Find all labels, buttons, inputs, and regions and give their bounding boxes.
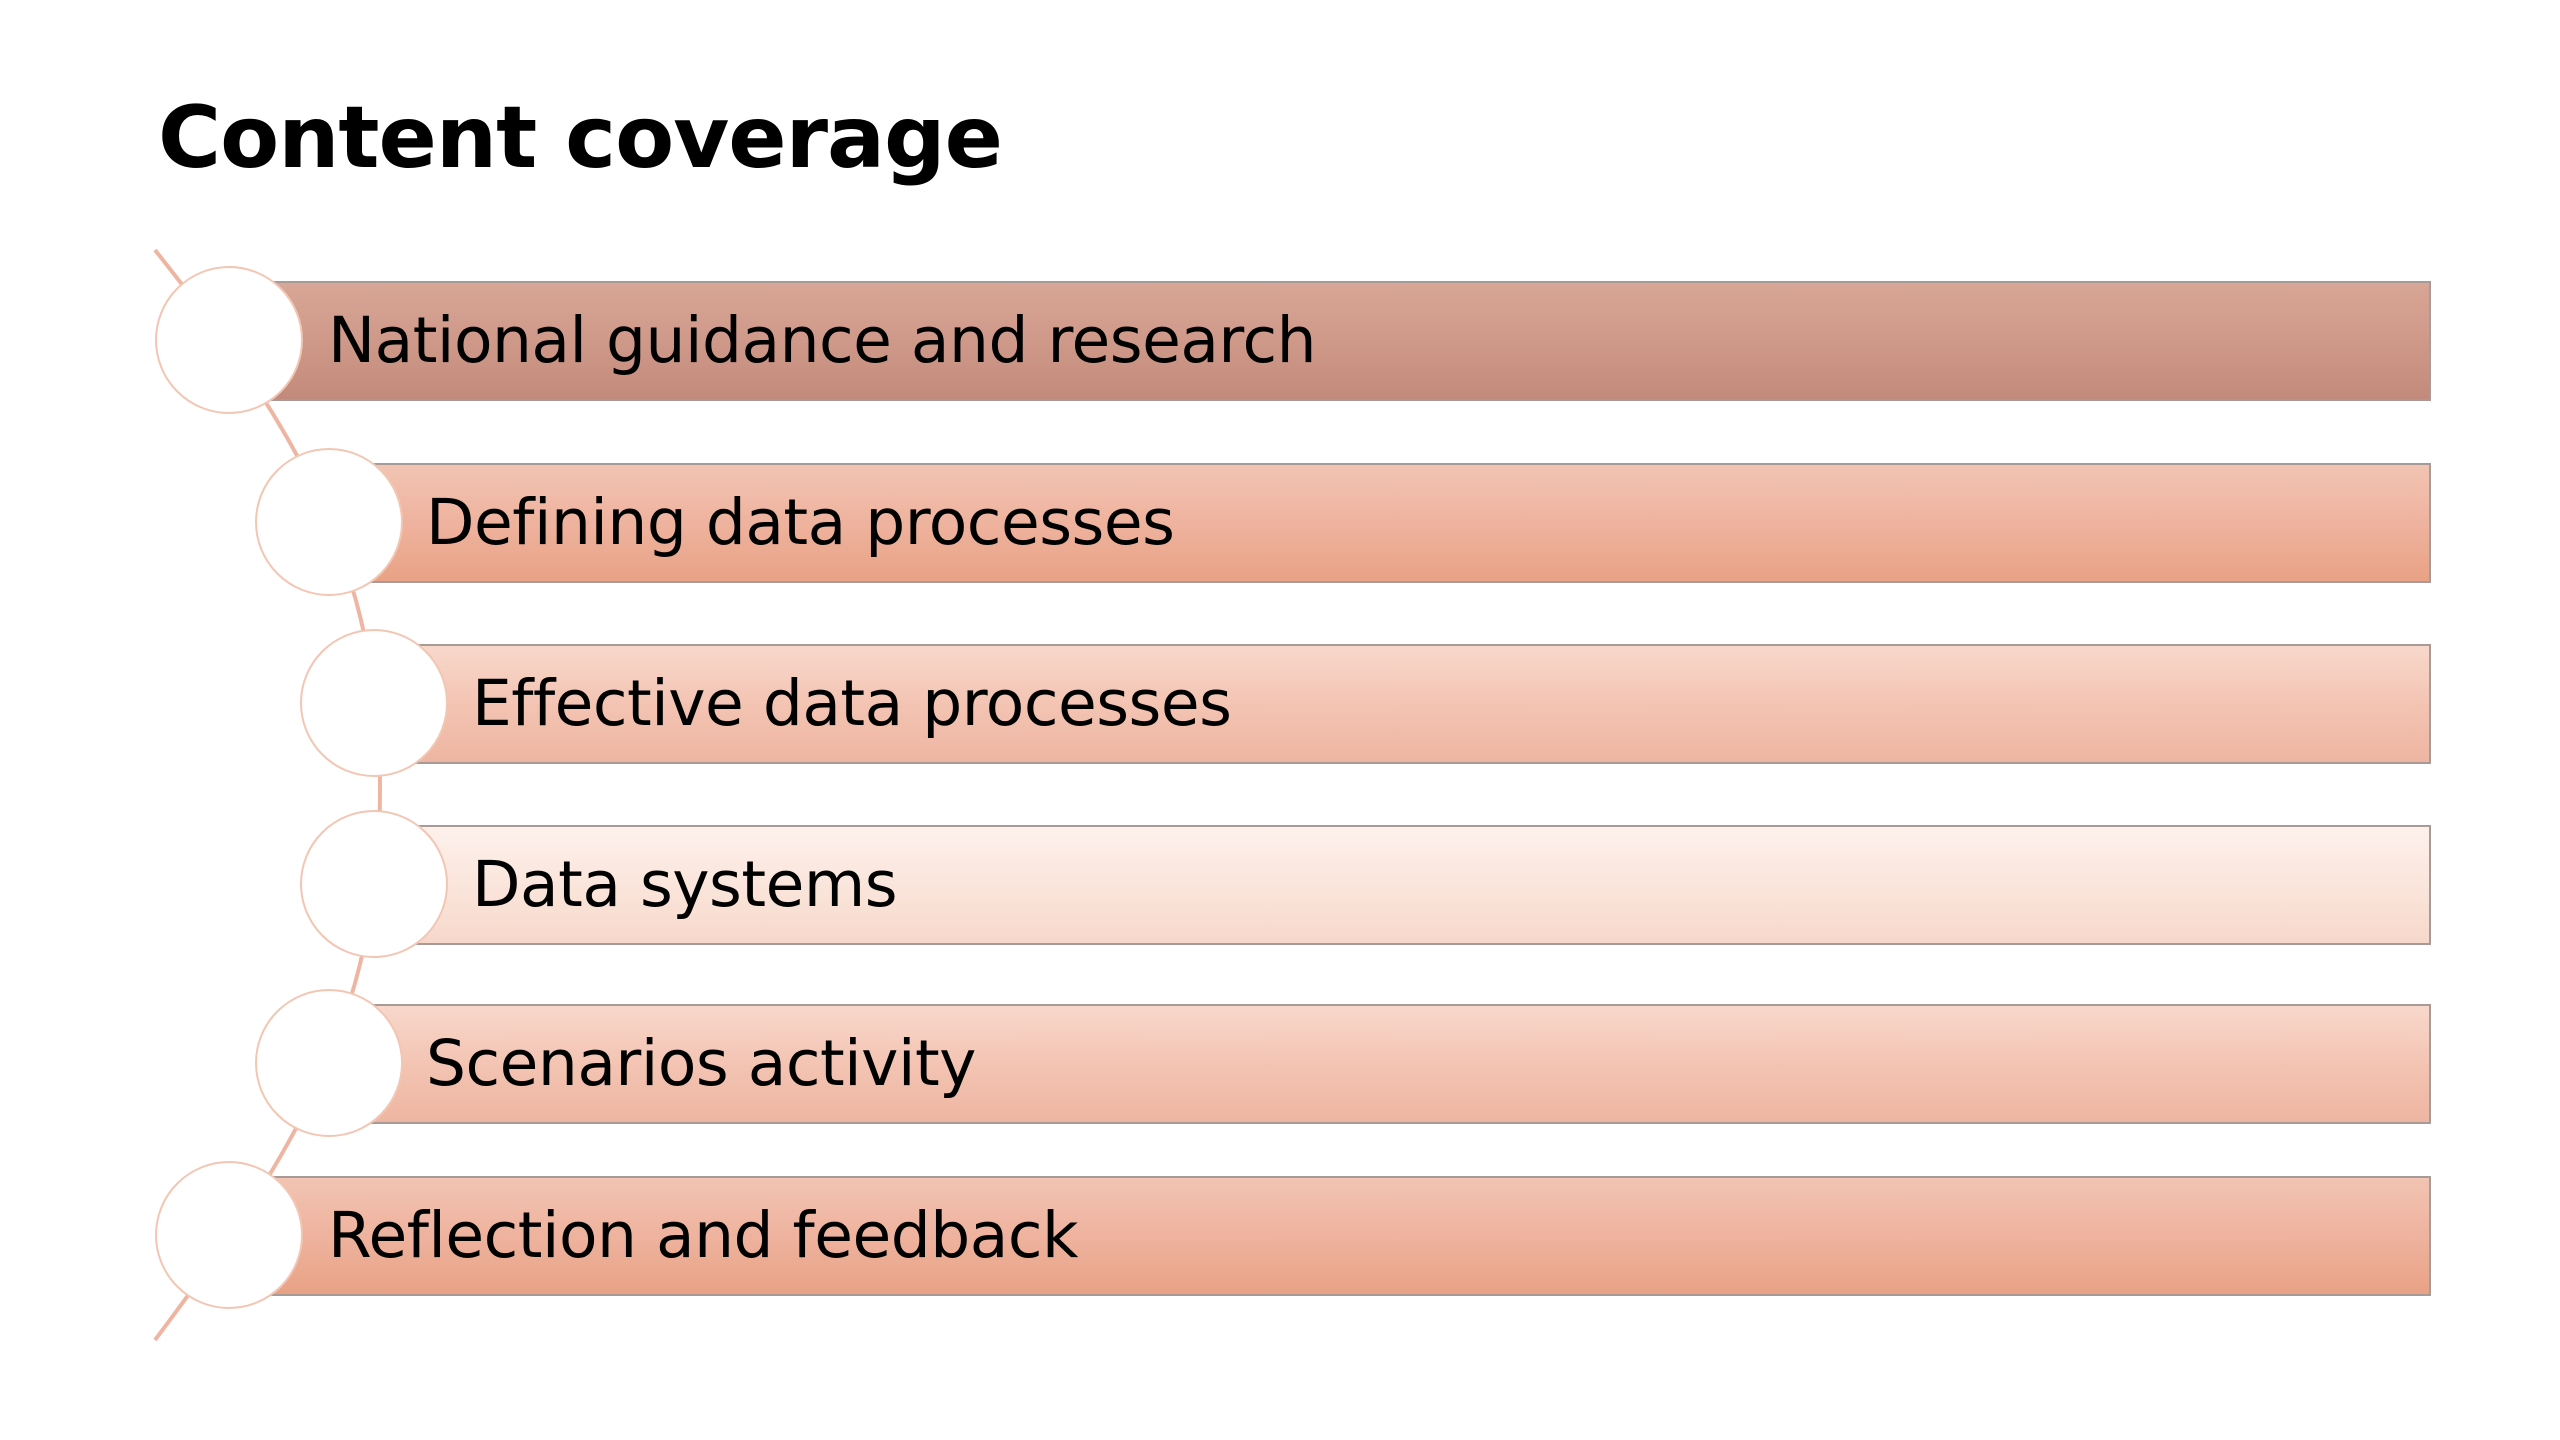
list-item-bar xyxy=(385,825,2431,945)
list-item-bar xyxy=(240,281,2431,401)
list-item-node-circle xyxy=(155,266,303,414)
list-item-label: Reflection and feedback xyxy=(328,1199,1078,1272)
list-item-label: Defining data processes xyxy=(426,486,1175,559)
list-item-label: Effective data processes xyxy=(472,667,1232,740)
list-item-bar xyxy=(340,1004,2431,1124)
list-item-node-circle xyxy=(300,810,448,958)
list-item-label: Scenarios activity xyxy=(426,1027,976,1100)
list-item-label: Data systems xyxy=(472,848,898,921)
slide-title: Content coverage xyxy=(158,88,1003,188)
list-item-node-circle xyxy=(300,629,448,777)
list-item-bar xyxy=(385,644,2431,764)
list-item-label: National guidance and research xyxy=(328,304,1317,377)
list-item-node-circle xyxy=(155,1161,303,1309)
list-item-node-circle xyxy=(255,448,403,596)
list-item-bar xyxy=(240,1176,2431,1296)
list-item-node-circle xyxy=(255,989,403,1137)
